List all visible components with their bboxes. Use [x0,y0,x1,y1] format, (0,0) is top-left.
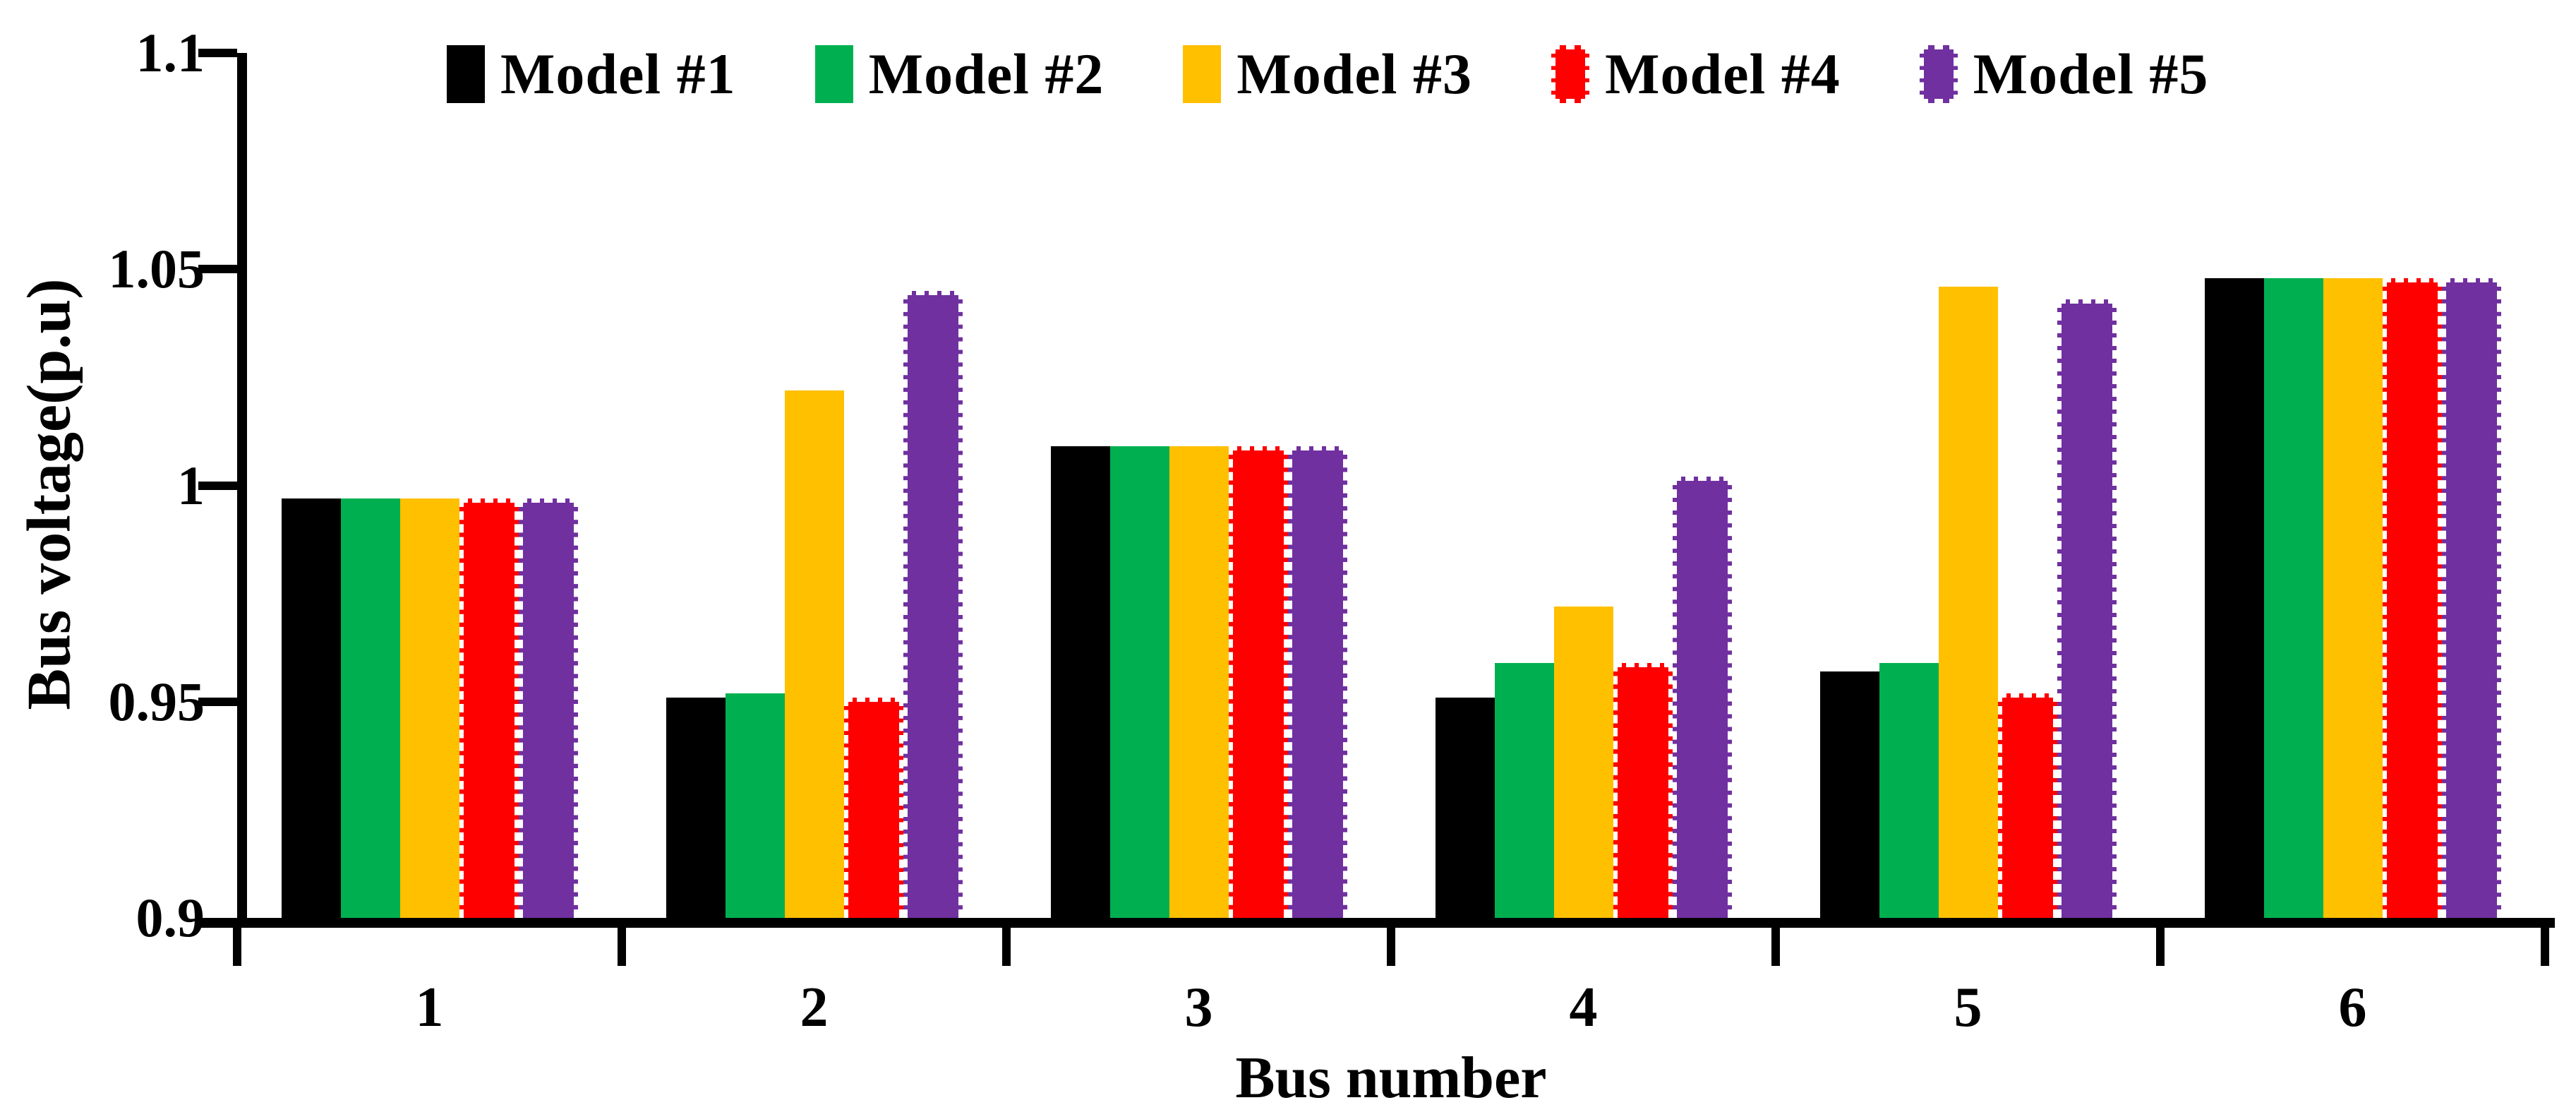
bar-model-4-bus-5 [1997,693,2057,918]
bar-model-5-bus-5 [2057,299,2117,918]
legend-label-model-4: Model #4 [1605,42,1841,106]
legend-item-model-4: Model #4 [1551,41,1841,107]
bar-model-5-bus-3 [1287,446,1347,918]
legend-item-model-2: Model #2 [814,41,1105,107]
x-tick-mark [2156,928,2165,966]
legend-label-model-5: Model #5 [1973,42,2209,106]
bar-model-4-bus-1 [459,498,519,918]
bar-model-4-bus-2 [843,698,903,918]
legend-swatch-model-4 [1551,45,1590,103]
bar-model-1-bus-2 [666,698,726,918]
y-tick-mark [198,698,237,706]
x-cat-label-bus-6: 6 [2338,976,2367,1039]
bar-model-3-bus-5 [1938,287,1998,918]
y-axis-title: Bus voltage(p.u) [15,278,84,710]
bar-model-3-bus-3 [1169,446,1229,918]
x-tick-mark [1387,928,1395,966]
legend-label-model-1: Model #1 [500,42,736,106]
x-cat-label-bus-5: 5 [1954,976,1982,1039]
y-tick-label-0.95: 0.95 [108,671,205,732]
plot-area [237,53,2545,918]
legend-swatch-model-2 [814,45,853,103]
bar-model-1-bus-1 [281,498,341,918]
y-tick-mark [198,49,237,57]
bar-model-5-bus-6 [2441,278,2501,918]
bar-model-1-bus-3 [1050,446,1110,918]
bar-model-5-bus-4 [1672,477,1732,918]
y-axis-line [237,53,247,928]
legend-item-model-1: Model #1 [447,41,736,107]
x-cat-label-bus-3: 3 [1184,976,1213,1039]
chart-legend: Model #1 Model #2 Model #3 Model #4 Mode… [447,25,2208,124]
x-cat-label-bus-2: 2 [800,976,829,1039]
x-tick-mark [1002,928,1011,966]
bar-model-1-bus-4 [1435,698,1495,918]
bar-model-4-bus-3 [1228,446,1288,918]
bar-model-1-bus-6 [2204,278,2264,918]
bar-model-1-bus-5 [1819,671,1879,918]
bar-model-3-bus-6 [2323,278,2383,918]
x-axis-title: Bus number [1235,1045,1547,1111]
legend-label-model-3: Model #3 [1236,42,1473,106]
legend-item-model-5: Model #5 [1919,41,2209,107]
x-tick-mark [233,928,241,966]
legend-label-model-2: Model #2 [868,42,1105,106]
legend-item-model-3: Model #3 [1183,41,1472,107]
bar-model-4-bus-6 [2382,278,2442,918]
y-tick-label-1.05: 1.05 [108,238,205,299]
x-cat-label-bus-4: 4 [1569,976,1598,1039]
legend-swatch-model-3 [1183,45,1222,103]
bar-model-2-bus-5 [1879,663,1939,918]
x-axis-line [198,918,2555,928]
bar-model-3-bus-1 [399,498,459,918]
y-tick-mark [198,482,237,490]
y-tick-label-0.9: 0.9 [136,887,205,948]
bar-model-5-bus-1 [518,498,578,918]
bar-model-3-bus-2 [784,390,844,918]
x-tick-mark [618,928,626,966]
bar-model-2-bus-3 [1109,446,1169,918]
x-cat-label-bus-1: 1 [415,976,444,1039]
bar-model-2-bus-2 [725,693,785,918]
y-tick-label-1.1: 1.1 [136,22,205,83]
y-tick-mark [198,265,237,273]
bar-model-4-bus-4 [1613,663,1673,918]
bar-model-3-bus-4 [1553,607,1613,918]
legend-swatch-model-5 [1919,45,1958,103]
bar-model-2-bus-6 [2263,278,2323,918]
bar-model-2-bus-4 [1494,663,1554,918]
bar-model-5-bus-2 [903,291,963,918]
bar-model-2-bus-1 [340,498,400,918]
x-tick-mark [1771,928,1780,966]
x-tick-mark [2541,928,2549,966]
legend-swatch-model-1 [447,45,485,103]
